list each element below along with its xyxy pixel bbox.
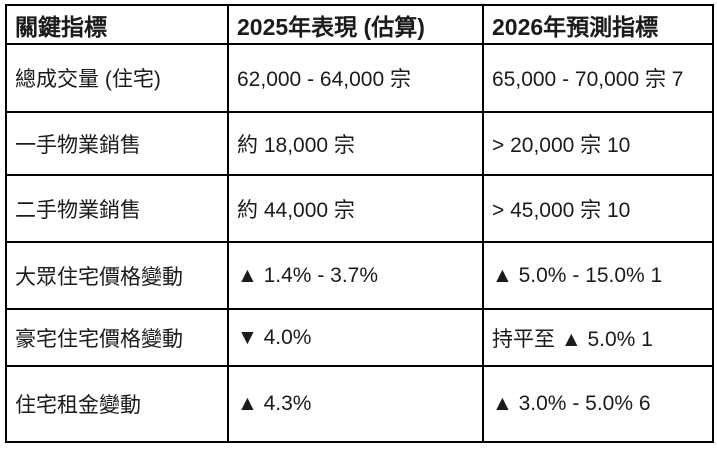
cell-2025-value: ▲ 1.4% - 3.7% [227, 241, 484, 310]
cell-2026-value: > 20,000 宗 10 [482, 111, 714, 176]
cell-2025-value: 約 44,000 宗 [227, 174, 484, 243]
cell-2026-value: ▲ 5.0% - 15.0% 1 [482, 241, 714, 310]
table-row-mass-residential-price-change: 大眾住宅價格變動 ▲ 1.4% - 3.7% ▲ 5.0% - 15.0% 1 [5, 241, 714, 310]
col-header-2026-forecast: 2026年預測指標 [482, 4, 714, 45]
cell-2025-value: 約 18,000 宗 [227, 111, 484, 176]
table-header-row: 關鍵指標 2025年表現 (估算) 2026年預測指標 [5, 4, 714, 45]
col-header-2025-performance: 2025年表現 (估算) [227, 4, 484, 45]
cell-indicator: 二手物業銷售 [5, 174, 229, 243]
cell-2025-value: ▲ 4.3% [227, 365, 484, 443]
cell-indicator: 大眾住宅價格變動 [5, 241, 229, 310]
cell-2026-value: > 45,000 宗 10 [482, 174, 714, 243]
col-header-key-indicator: 關鍵指標 [5, 4, 229, 45]
cell-indicator: 豪宅住宅價格變動 [5, 308, 229, 367]
cell-2025-value: ▼ 4.0% [227, 308, 484, 367]
table-row-primary-property-sales: 一手物業銷售 約 18,000 宗 > 20,000 宗 10 [5, 111, 714, 176]
key-indicators-table: 關鍵指標 2025年表現 (估算) 2026年預測指標 總成交量 (住宅) 62… [5, 4, 714, 443]
cell-indicator: 總成交量 (住宅) [5, 43, 229, 113]
cell-indicator: 一手物業銷售 [5, 111, 229, 176]
cell-2026-value: 65,000 - 70,000 宗 7 [482, 43, 714, 113]
table-row-residential-rent-change: 住宅租金變動 ▲ 4.3% ▲ 3.0% - 5.0% 6 [5, 365, 714, 443]
table-row-secondary-property-sales: 二手物業銷售 約 44,000 宗 > 45,000 宗 10 [5, 174, 714, 243]
key-indicators-table-container: 關鍵指標 2025年表現 (估算) 2026年預測指標 總成交量 (住宅) 62… [5, 4, 714, 443]
cell-2025-value: 62,000 - 64,000 宗 [227, 43, 484, 113]
table-row-luxury-residential-price-change: 豪宅住宅價格變動 ▼ 4.0% 持平至 ▲ 5.0% 1 [5, 308, 714, 367]
cell-indicator: 住宅租金變動 [5, 365, 229, 443]
cell-2026-value: ▲ 3.0% - 5.0% 6 [482, 365, 714, 443]
cell-2026-value: 持平至 ▲ 5.0% 1 [482, 308, 714, 367]
table-row-total-residential-transactions: 總成交量 (住宅) 62,000 - 64,000 宗 65,000 - 70,… [5, 43, 714, 113]
